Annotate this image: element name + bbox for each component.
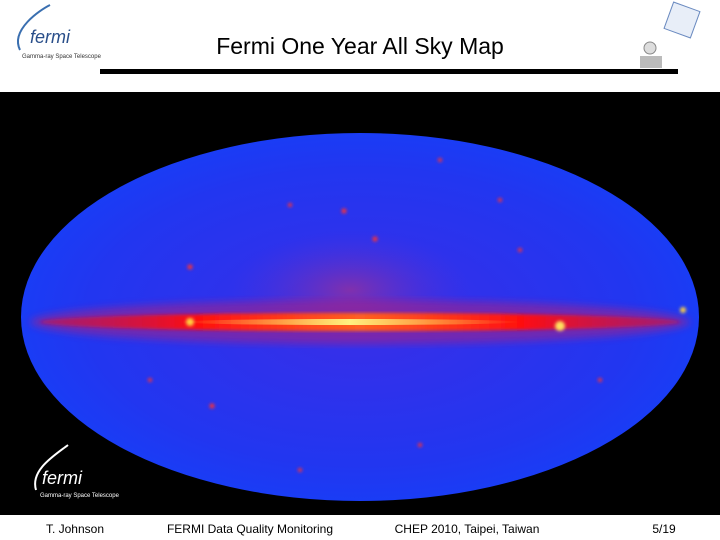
logo-name: fermi [30, 27, 71, 47]
logo-subtitle: Gamma-ray Space Telescope [40, 493, 120, 499]
logo-top-right [640, 1, 701, 68]
footer-page: 5/19 [652, 522, 676, 536]
sky-map [21, 133, 699, 501]
footer-project: FERMI Data Quality Monitoring [167, 522, 333, 536]
title-rule [100, 69, 678, 74]
logo-subtitle: Gamma-ray Space Telescope [22, 54, 102, 60]
logo-name: fermi [42, 468, 83, 488]
footer-author: T. Johnson [46, 522, 104, 536]
slide-title: Fermi One Year All Sky Map [216, 33, 504, 59]
logo-bottom-left: fermi Gamma-ray Space Telescope [34, 444, 120, 499]
logo-top-left: fermi Gamma-ray Space Telescope [17, 4, 102, 60]
footer-event: CHEP 2010, Taipei, Taiwan [395, 522, 540, 536]
